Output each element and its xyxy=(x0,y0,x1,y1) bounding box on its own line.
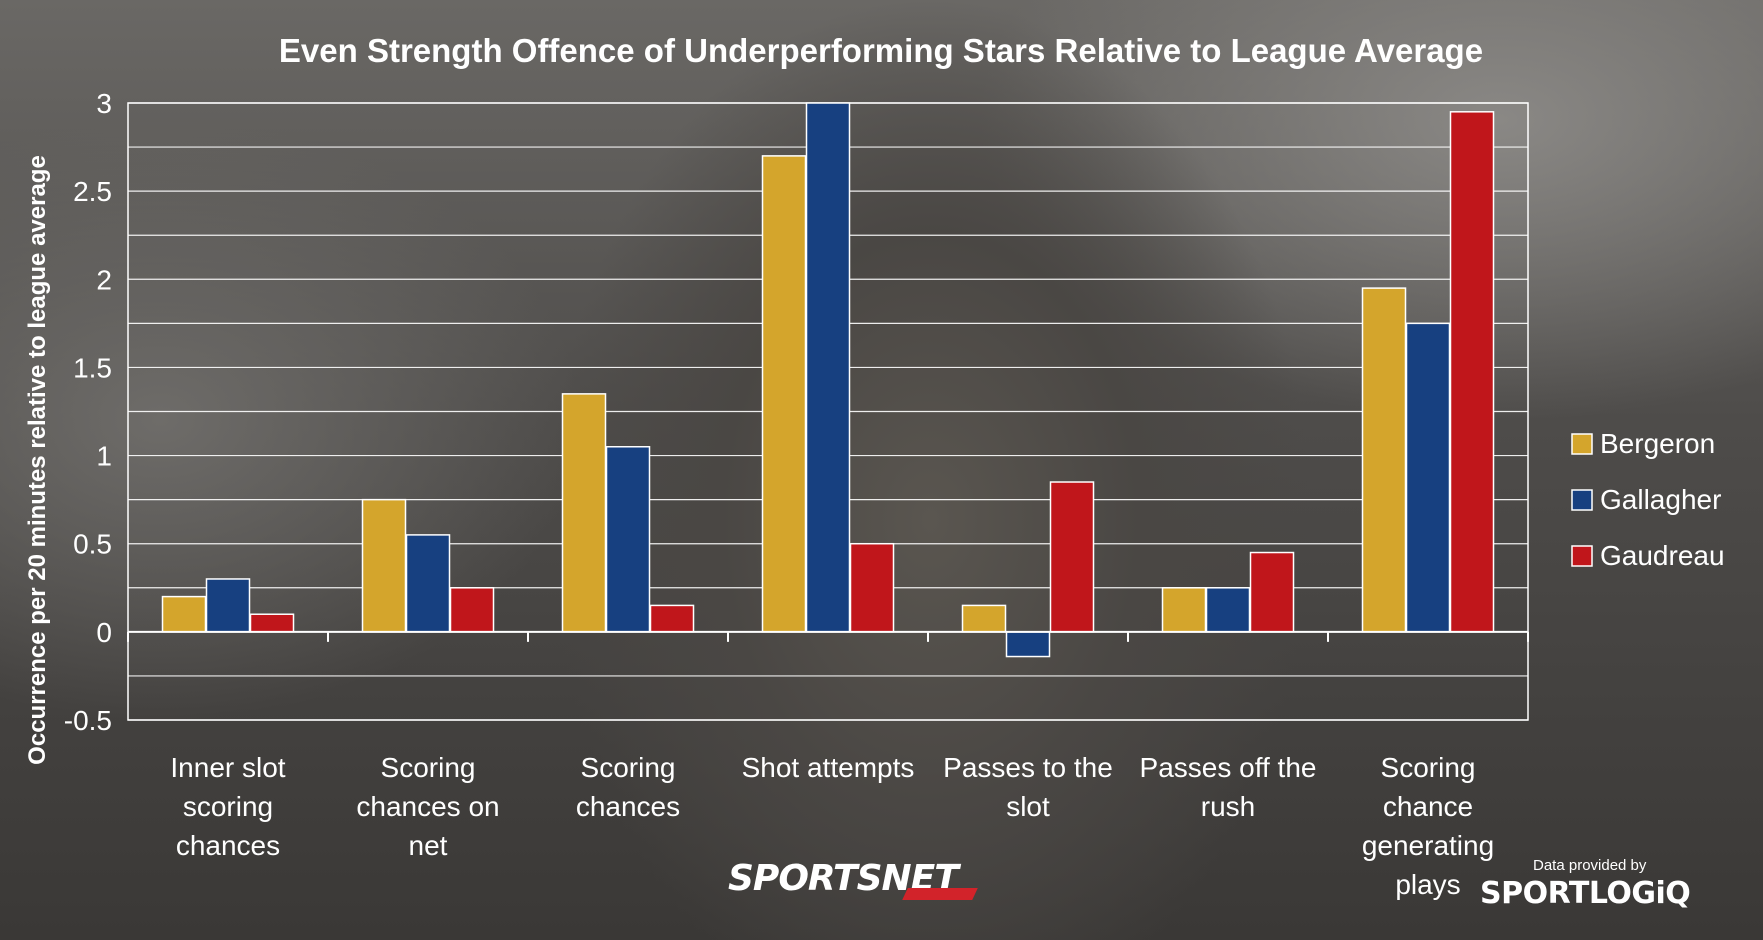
legend-label-gaudreau: Gaudreau xyxy=(1600,540,1725,571)
x-tick-label: Passes to the slot xyxy=(943,752,1113,822)
legend-swatch-gaudreau xyxy=(1571,545,1593,567)
bar-gallagher xyxy=(805,102,851,633)
y-tick-label: 3 xyxy=(96,88,112,119)
y-tick-label: -0.5 xyxy=(64,705,112,736)
bar-bergeron xyxy=(1161,587,1207,633)
bar-gallagher xyxy=(405,534,451,633)
y-tick-label: 2.5 xyxy=(73,176,112,207)
bar-bergeron xyxy=(1361,287,1407,633)
y-tick-label: 0.5 xyxy=(73,529,112,560)
bar-gallagher xyxy=(1005,631,1051,658)
legend-swatch-bergeron xyxy=(1571,433,1593,455)
y-tick-label: 1.5 xyxy=(73,352,112,383)
x-tick-label: Passes off the rush xyxy=(1140,752,1317,822)
sportsnet-swoosh xyxy=(902,888,978,900)
bar-gaudreau xyxy=(249,613,295,633)
bar-bergeron xyxy=(761,155,807,633)
bar-gaudreau xyxy=(1049,481,1095,633)
bar-gaudreau xyxy=(449,587,495,633)
x-tick-label: Scoring chance generating plays xyxy=(1362,752,1494,900)
bar-gallagher xyxy=(205,578,251,633)
x-tick-label: Inner slot scoring chances xyxy=(170,752,285,861)
x-tick-label: Shot attempts xyxy=(742,752,915,783)
legend: Bergeron Gallagher Gaudreau xyxy=(1571,428,1725,571)
chart-title: Even Strength Offence of Underperforming… xyxy=(279,32,1483,69)
bar-gallagher xyxy=(1205,587,1251,633)
bar-gaudreau xyxy=(649,604,695,633)
legend-label-gallagher: Gallagher xyxy=(1600,484,1721,515)
y-axis-label: Occurrence per 20 minutes relative to le… xyxy=(24,155,51,765)
bar-gaudreau xyxy=(1449,111,1495,633)
bar-bergeron xyxy=(161,595,207,633)
bar-bergeron xyxy=(361,498,407,633)
x-tick-label: Scoring chances on net xyxy=(356,752,499,861)
y-tick-label: 0 xyxy=(96,617,112,648)
legend-label-bergeron: Bergeron xyxy=(1600,428,1715,459)
data-credit-label: Data provided by xyxy=(1533,857,1647,874)
y-tick-label: 2 xyxy=(96,264,112,295)
bar-gaudreau xyxy=(1249,551,1295,633)
bar-gaudreau xyxy=(849,542,895,633)
bar-gallagher xyxy=(605,446,651,633)
sportlogiq-logo: SPORTLOGiQ xyxy=(1480,876,1691,911)
bar-bergeron xyxy=(561,393,607,633)
x-tick-label: Scoring chances xyxy=(576,752,680,822)
bar-bergeron xyxy=(961,604,1007,633)
y-tick-label: 1 xyxy=(96,441,112,472)
legend-swatch-gallagher xyxy=(1571,489,1593,511)
bar-gallagher xyxy=(1405,322,1451,633)
